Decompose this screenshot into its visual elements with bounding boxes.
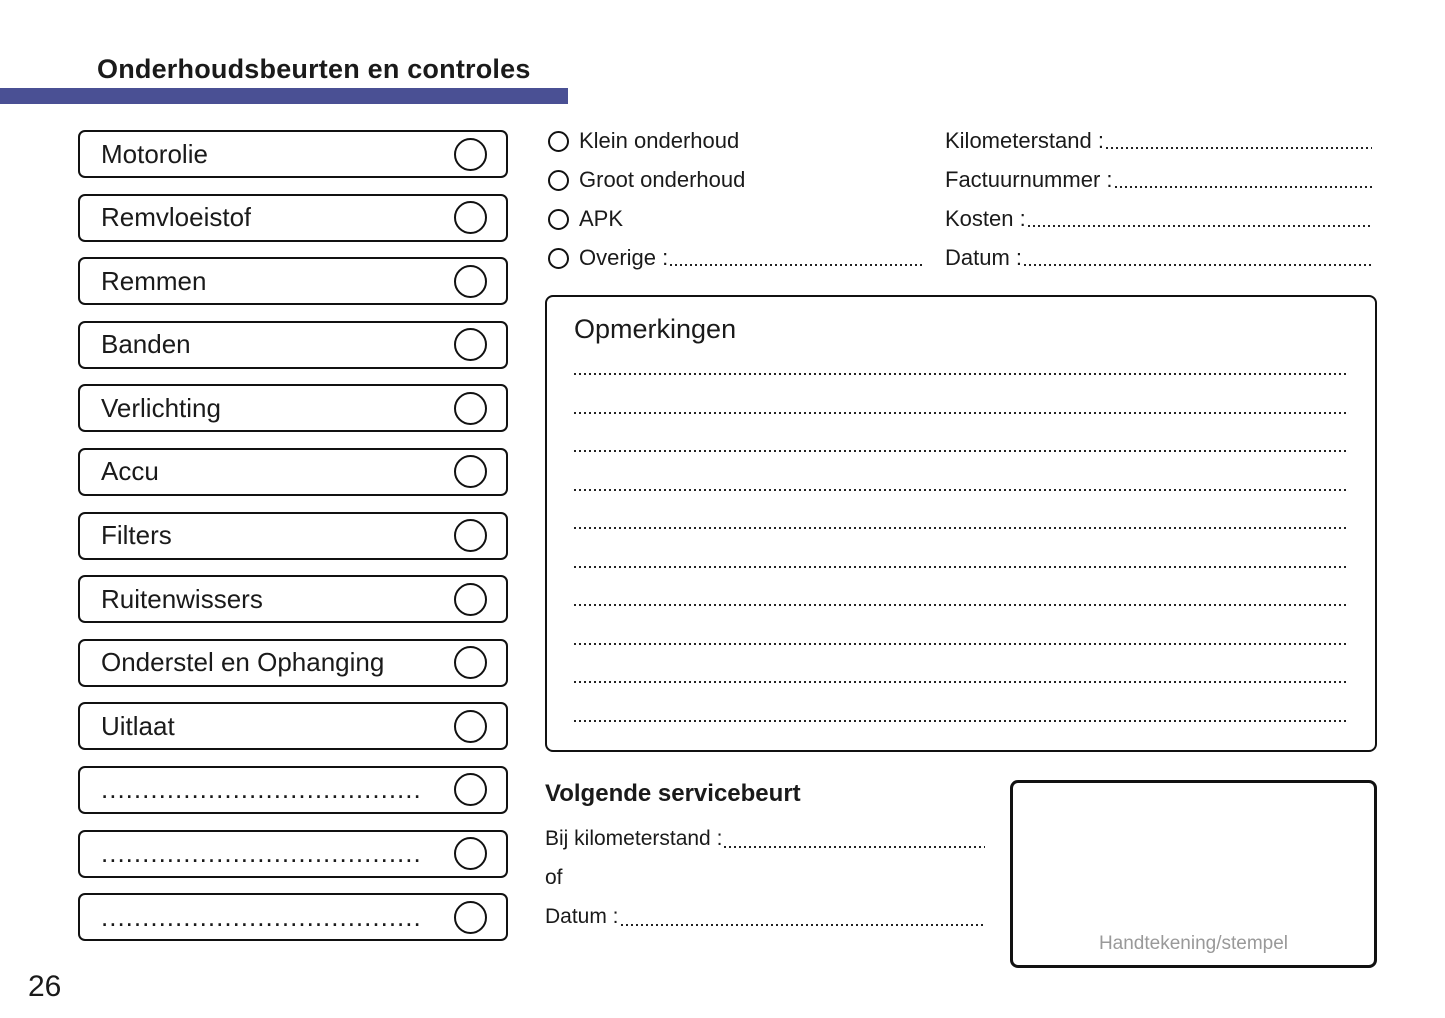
checklist-item-remvloeistof: Remvloeistof [78, 193, 508, 242]
next-service-or: of [545, 866, 985, 890]
checklist-item-label: Remmen [101, 265, 207, 296]
check-circle[interactable] [454, 201, 487, 235]
check-circle[interactable] [454, 455, 487, 489]
field-label: Datum : [945, 245, 1023, 270]
checklist-item-verlichting: Verlichting [78, 384, 508, 433]
field-kilometerstand: Kilometerstand : [945, 130, 1372, 152]
checklist-item-blank-2: ....................................... [78, 829, 508, 878]
option-klein-onderhoud: Klein onderhoud [548, 128, 922, 153]
check-circle[interactable] [454, 328, 487, 362]
or-label: of [545, 866, 563, 889]
field-label: Factuurnummer : [945, 167, 1113, 192]
remarks-box: Opmerkingen [545, 295, 1377, 752]
checklist-item-uitlaat: Uitlaat [78, 702, 508, 751]
checklist-item-ruitenwissers: Ruitenwissers [78, 575, 508, 624]
kilometerstand-write-in-line[interactable] [1105, 147, 1372, 149]
remarks-line[interactable] [574, 450, 1348, 452]
signature-stamp-box[interactable]: Handtekening/stempel [1010, 780, 1377, 968]
blank-write-in-line[interactable]: ....................................... [101, 774, 422, 805]
option-label: APK [579, 206, 624, 231]
option-label: Klein onderhoud [579, 128, 740, 153]
check-circle[interactable] [454, 582, 487, 616]
check-circle[interactable] [454, 137, 487, 171]
option-overige: Overige : [548, 245, 922, 270]
page-title: Onderhoudsbeurten en controles [97, 54, 531, 84]
checklist-item-label: Banden [101, 329, 191, 360]
checklist-item-label: Remvloeistof [101, 202, 252, 233]
check-circle[interactable] [454, 773, 487, 807]
remarks-line[interactable] [574, 373, 1348, 375]
checklist-item-label: Ruitenwissers [101, 583, 263, 614]
checklist-item-label: Uitlaat [101, 710, 175, 741]
option-apk: APK [548, 206, 922, 231]
remarks-line[interactable] [574, 488, 1348, 491]
factuurnummer-write-in-line[interactable] [1114, 186, 1372, 188]
remarks-line[interactable] [574, 642, 1348, 645]
field-label: Datum : [545, 905, 619, 928]
radio-circle[interactable] [548, 130, 569, 152]
next-service-date-field: Datum : [545, 905, 985, 929]
next-date-write-in-line[interactable] [620, 924, 985, 926]
check-circle[interactable] [454, 646, 487, 680]
next-service-title: Volgende servicebeurt [545, 780, 801, 807]
check-circle[interactable] [454, 900, 487, 934]
remarks-write-in-area[interactable] [574, 373, 1348, 758]
checklist-item-label: Filters [101, 520, 172, 551]
radio-circle[interactable] [548, 208, 569, 230]
remarks-line[interactable] [574, 527, 1348, 529]
check-circle[interactable] [454, 837, 487, 871]
field-label: Bij kilometerstand : [545, 827, 723, 850]
checklist-item-remmen: Remmen [78, 257, 508, 306]
page-number: 26 [28, 970, 62, 1003]
field-factuurnummer: Factuurnummer : [945, 169, 1372, 191]
remarks-line[interactable] [574, 681, 1348, 683]
check-circle[interactable] [454, 709, 487, 743]
field-kosten: Kosten : [945, 208, 1372, 230]
overige-write-in-line[interactable] [670, 264, 922, 266]
check-circle[interactable] [454, 391, 487, 425]
remarks-line[interactable] [574, 411, 1348, 414]
option-label: Groot onderhoud [579, 167, 746, 192]
field-label: Kilometerstand : [945, 128, 1104, 153]
service-type-options: Klein onderhoud Groot onderhoud APK Over… [548, 128, 922, 286]
checklist-item-label: Accu [101, 456, 159, 487]
maintenance-checklist: Motorolie Remvloeistof Remmen Banden Ver… [78, 130, 508, 942]
remarks-line[interactable] [574, 565, 1348, 568]
checklist-item-label: Onderstel en Ophanging [101, 647, 385, 678]
checklist-item-label: Verlichting [101, 392, 221, 423]
blank-write-in-line[interactable]: ....................................... [101, 838, 422, 869]
checklist-item-banden: Banden [78, 320, 508, 369]
service-info-fields: Kilometerstand : Factuurnummer : Kosten … [945, 130, 1372, 286]
checklist-item-accu: Accu [78, 447, 508, 496]
signature-label: Handtekening/stempel [1098, 933, 1289, 954]
remarks-line[interactable] [574, 604, 1348, 606]
checklist-item-filters: Filters [78, 511, 508, 560]
blank-write-in-line[interactable]: ....................................... [101, 901, 422, 932]
checklist-item-label: Motorolie [101, 138, 208, 169]
datum-write-in-line[interactable] [1024, 264, 1372, 266]
next-service-km-field: Bij kilometerstand : [545, 827, 985, 851]
checklist-item-onderstel: Onderstel en Ophanging [78, 638, 508, 687]
radio-circle[interactable] [548, 247, 569, 269]
option-groot-onderhoud: Groot onderhoud [548, 167, 922, 192]
checklist-item-blank-3: ....................................... [78, 893, 508, 942]
radio-circle[interactable] [548, 169, 569, 191]
field-label: Kosten : [945, 206, 1026, 231]
checklist-item-blank-1: ....................................... [78, 765, 508, 814]
remarks-title: Opmerkingen [574, 314, 737, 344]
kosten-write-in-line[interactable] [1027, 225, 1372, 227]
next-km-write-in-line[interactable] [724, 846, 985, 848]
checklist-item-motorolie: Motorolie [78, 130, 508, 178]
title-underline-bar [0, 88, 568, 104]
remarks-line[interactable] [574, 719, 1348, 722]
field-datum: Datum : [945, 247, 1372, 269]
check-circle[interactable] [454, 264, 487, 298]
check-circle[interactable] [454, 519, 487, 553]
option-label: Overige : [579, 245, 669, 270]
